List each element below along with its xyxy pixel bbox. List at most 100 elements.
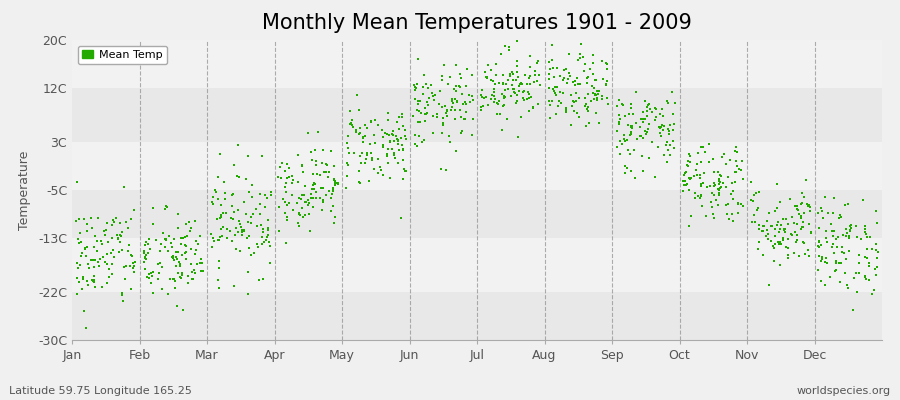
Point	[126, 260, 140, 266]
Point	[547, 84, 562, 90]
Point	[730, 163, 744, 169]
Point	[682, 150, 697, 157]
Point	[612, 138, 626, 144]
Point	[624, 129, 638, 135]
Point	[713, 178, 727, 185]
Point	[348, 128, 363, 135]
Point	[867, 286, 881, 293]
Point	[814, 256, 829, 262]
Bar	[72, 190, 882, 238]
Point	[80, 282, 94, 288]
Point	[70, 274, 85, 281]
Point	[702, 158, 716, 165]
Point	[483, 96, 498, 102]
Point	[310, 171, 324, 177]
Point	[759, 232, 773, 239]
Point	[481, 102, 495, 108]
Point	[507, 89, 521, 96]
Point	[184, 246, 198, 252]
Point	[490, 111, 504, 117]
Point	[477, 95, 491, 102]
Point	[755, 228, 770, 234]
Point	[212, 264, 226, 271]
Point	[821, 210, 835, 216]
Point	[516, 95, 530, 101]
Point	[634, 152, 649, 159]
Point	[804, 229, 818, 235]
Point	[570, 110, 584, 116]
Point	[263, 243, 277, 250]
Text: Latitude 59.75 Longitude 165.25: Latitude 59.75 Longitude 165.25	[9, 386, 192, 396]
Point	[555, 77, 570, 84]
Point	[127, 207, 141, 213]
Point	[731, 201, 745, 207]
Point	[681, 223, 696, 229]
Point	[411, 98, 426, 104]
Point	[829, 259, 843, 266]
Point	[388, 155, 402, 161]
Point	[616, 136, 631, 142]
Point	[550, 64, 564, 71]
Point	[591, 91, 606, 97]
Point	[803, 204, 817, 210]
Point	[556, 67, 571, 73]
Point	[633, 132, 647, 139]
Point	[720, 211, 734, 218]
Point	[634, 133, 648, 140]
Point	[589, 77, 603, 84]
Point	[755, 222, 770, 229]
Point	[244, 213, 258, 220]
Point	[654, 124, 669, 130]
Point	[139, 256, 153, 262]
Point	[572, 51, 587, 57]
Point	[707, 191, 722, 198]
Point	[143, 280, 157, 286]
Point	[118, 276, 132, 283]
Point	[749, 190, 763, 197]
Point	[284, 173, 299, 179]
Point	[399, 168, 413, 174]
Point	[684, 213, 698, 220]
Point	[389, 133, 403, 139]
Point	[530, 78, 544, 84]
Point	[578, 103, 592, 109]
Point	[636, 135, 651, 142]
Point	[495, 127, 509, 134]
Point	[508, 90, 522, 96]
Point	[681, 163, 696, 170]
Point	[544, 57, 559, 63]
Point	[346, 124, 360, 130]
Point	[576, 54, 590, 60]
Point	[839, 226, 853, 233]
Point	[804, 230, 818, 236]
Point	[410, 81, 425, 87]
Point	[343, 121, 357, 127]
Point	[110, 232, 124, 238]
Point	[305, 157, 320, 164]
Point	[229, 246, 243, 252]
Point	[342, 150, 356, 156]
Point	[770, 181, 784, 188]
Point	[712, 192, 726, 198]
Point	[381, 110, 395, 116]
Point	[69, 260, 84, 266]
Point	[502, 47, 517, 53]
Point	[72, 216, 86, 222]
Point	[826, 228, 841, 234]
Point	[869, 247, 884, 253]
Point	[176, 235, 190, 242]
Point	[171, 270, 185, 276]
Point	[232, 174, 247, 180]
Point	[590, 94, 605, 101]
Point	[249, 206, 264, 213]
Point	[842, 223, 857, 229]
Point	[832, 234, 846, 240]
Point	[783, 196, 797, 202]
Point	[439, 110, 454, 116]
Point	[580, 108, 595, 114]
Point	[487, 86, 501, 92]
Point	[438, 167, 453, 173]
Point	[368, 140, 382, 147]
Point	[92, 263, 106, 270]
Point	[284, 191, 299, 198]
